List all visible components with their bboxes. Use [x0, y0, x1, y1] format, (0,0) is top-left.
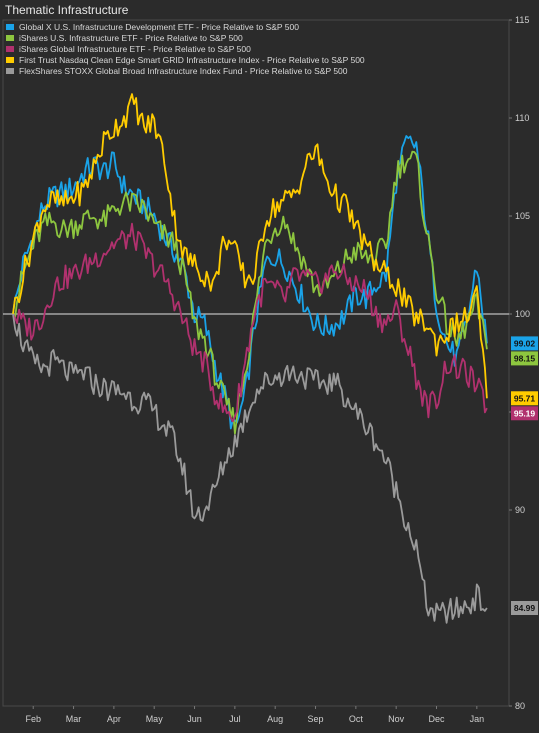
series-line-4 — [12, 93, 488, 399]
legend-swatch — [6, 35, 14, 41]
x-tick-label: Aug — [267, 714, 283, 724]
legend-label: iShares Global Infrastructure ETF - Pric… — [19, 44, 251, 54]
legend-label: Global X U.S. Infrastructure Development… — [19, 22, 299, 32]
legend-label: FlexShares STOXX Global Broad Infrastruc… — [19, 66, 348, 76]
x-tick-label: Oct — [349, 714, 364, 724]
x-tick-label: Nov — [388, 714, 405, 724]
y-tick-label: 110 — [515, 113, 529, 123]
end-label-box — [511, 601, 538, 615]
legend-swatch — [6, 68, 14, 74]
x-axis: Feb Mar Apr May Jun Jul Aug Sep Oct Nov Dec Jan — [25, 706, 484, 724]
legend-swatch — [6, 46, 14, 52]
series-line-3 — [12, 222, 488, 423]
x-tick-label: Sep — [308, 714, 324, 724]
plot-area — [2, 19, 510, 707]
end-label-value: 99.02 — [514, 338, 536, 348]
x-tick-label: Dec — [428, 714, 445, 724]
x-tick-label: Mar — [66, 714, 82, 724]
end-label-box — [511, 406, 538, 421]
y-tick-label: 80 — [515, 701, 525, 711]
legend-label: First Trust Nasdaq Clean Edge Smart GRID… — [19, 55, 365, 65]
legend-swatch — [6, 24, 14, 30]
end-label-value: 98.15 — [514, 353, 536, 363]
series-layer — [12, 93, 488, 624]
end-labels: 99.02 98.15 95.71 95.19 84.99 — [511, 336, 538, 615]
legend-label: iShares U.S. Infrastructure ETF - Price … — [19, 33, 243, 43]
legend-swatch — [6, 57, 14, 63]
x-tick-label: May — [146, 714, 164, 724]
end-label-value: 95.71 — [514, 393, 536, 403]
y-tick-label: 105 — [515, 211, 530, 221]
end-label-box — [511, 336, 538, 351]
end-label-box — [511, 391, 538, 406]
end-label-box — [511, 351, 538, 366]
x-tick-label: Jun — [187, 714, 202, 724]
x-tick-label: Jan — [470, 714, 485, 724]
y-tick-label: 115 — [515, 15, 529, 25]
plot-frame — [2, 19, 510, 707]
x-tick-label: Apr — [107, 714, 121, 724]
chart-title: Thematic Infrastructure — [5, 3, 129, 17]
x-tick-label: Jul — [229, 714, 241, 724]
x-tick-label: Feb — [25, 714, 41, 724]
legend: Global X U.S. Infrastructure Development… — [6, 22, 365, 76]
end-label-value: 95.19 — [514, 408, 536, 418]
end-label-value: 84.99 — [514, 603, 536, 613]
y-tick-label: 100 — [515, 309, 530, 319]
series-line-5 — [12, 313, 488, 624]
y-tick-label: 90 — [515, 505, 525, 515]
